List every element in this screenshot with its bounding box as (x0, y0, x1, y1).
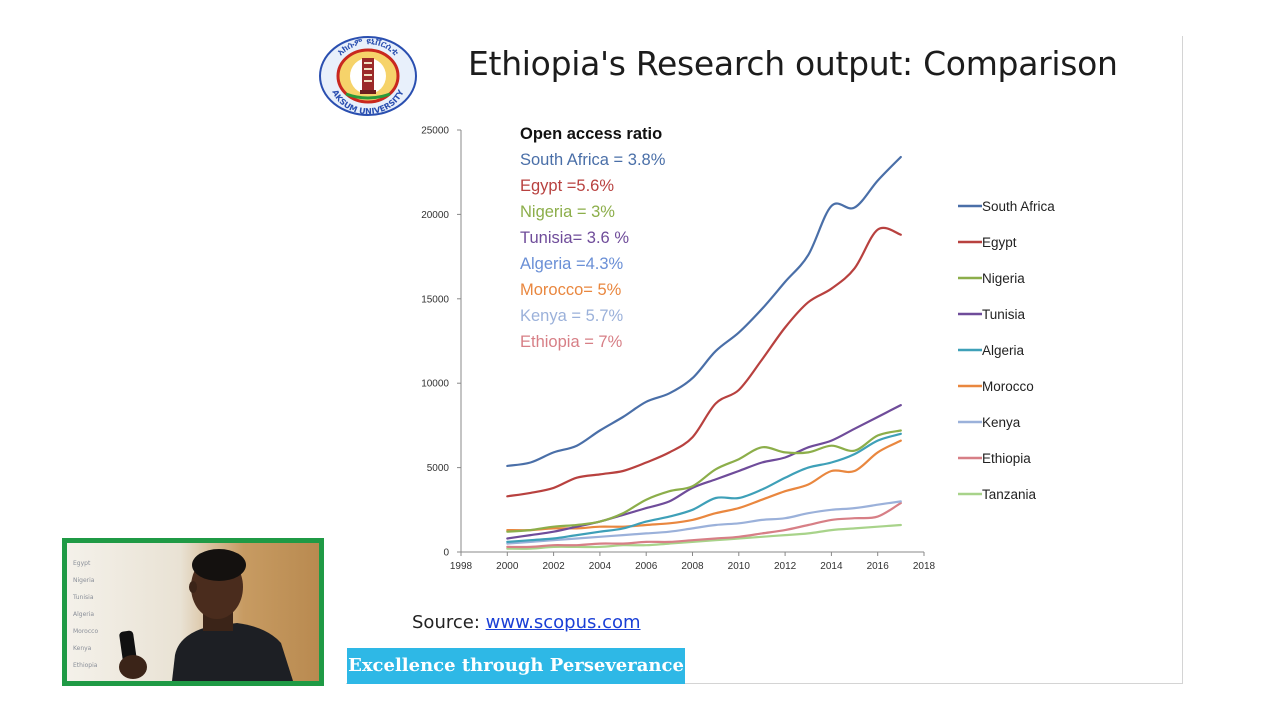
x-tick-label: 2004 (589, 561, 612, 572)
series-line-nigeria (506, 429, 902, 533)
x-tick-label: 1998 (450, 561, 473, 572)
series-line-algeria (506, 432, 902, 543)
series-line-ethiopia (506, 501, 902, 549)
whiteboard-line: Nigeria (73, 577, 95, 584)
y-tick-label: 5000 (427, 463, 450, 474)
annotation-open-access-ratio: South Africa = 3.8% (520, 151, 666, 169)
speaker-video-thumbnail[interactable]: Egypt Nigeria Tunisia Algeria Morocco Kenya Et… (62, 538, 324, 686)
series-line-south-africa (506, 155, 902, 467)
motto-banner: Excellence through Perseverance ! (347, 648, 685, 712)
legend-label-algeria: Algeria (982, 343, 1025, 358)
whiteboard-line: Algeria (73, 611, 94, 618)
series-line-tunisia (506, 404, 902, 540)
annotation-open-access-ratio: Kenya = 5.7% (520, 307, 624, 325)
y-tick-label: 20000 (421, 210, 449, 221)
y-tick-label: 15000 (421, 294, 449, 305)
annotation-open-access-ratio: Morocco= 5% (520, 281, 622, 299)
legend-label-tunisia: Tunisia (982, 307, 1026, 322)
whiteboard-line: Morocco (73, 628, 98, 635)
annotation-heading: Open access ratio (520, 125, 662, 143)
whiteboard-text: Egypt Nigeria Tunisia Algeria Morocco Kenya Et… (72, 560, 98, 669)
annotation-open-access-ratio: Algeria =4.3% (520, 255, 624, 273)
slide-edge (1182, 36, 1183, 684)
annotation-open-access-ratio: Tunisia= 3.6 % (520, 229, 629, 247)
whiteboard-line: Tunisia (72, 594, 94, 601)
source-label: Source: (412, 612, 480, 633)
x-tick-label: 2000 (496, 561, 519, 572)
source-link[interactable]: www.scopus.com (485, 612, 641, 633)
y-tick-label: 10000 (421, 379, 449, 390)
annotation-open-access-ratio: Egypt =5.6% (520, 177, 614, 195)
annotation-open-access-ratio: Nigeria = 3% (520, 203, 615, 221)
aksum-university-logo: አክሱም ዩኒቨርሲቲ AKSUM UNIVERSITY (318, 34, 418, 116)
x-tick-label: 2018 (913, 561, 936, 572)
legend-label-kenya: Kenya (982, 415, 1021, 430)
series-line-egypt (506, 226, 902, 498)
x-tick-label: 2008 (681, 561, 704, 572)
x-tick-label: 2016 (867, 561, 890, 572)
whiteboard-line: Ethiopia (73, 662, 98, 669)
series-line-kenya (506, 500, 902, 545)
x-tick-label: 2010 (728, 561, 751, 572)
speaker-jacket (172, 623, 293, 681)
speaker-video-frame: Egypt Nigeria Tunisia Algeria Morocco Kenya Et… (67, 543, 319, 681)
x-tick-label: 2006 (635, 561, 658, 572)
speaker-hand (119, 655, 147, 679)
slide-title: Ethiopia's Research output: Comparison (468, 44, 1118, 83)
series-line-tanzania (506, 523, 902, 550)
y-tick-label: 25000 (421, 126, 449, 137)
x-tick-label: 2012 (774, 561, 797, 572)
legend-label-morocco: Morocco (982, 379, 1034, 394)
whiteboard-line: Egypt (73, 560, 91, 567)
annotation-open-access-ratio: Ethiopia = 7% (520, 333, 623, 351)
legend-label-egypt: Egypt (982, 235, 1017, 250)
legend-label-nigeria: Nigeria (982, 271, 1025, 286)
series-line-morocco (506, 439, 902, 532)
slide-edge (346, 683, 1183, 684)
y-tick-label: 0 (443, 548, 449, 559)
x-tick-label: 2014 (820, 561, 843, 572)
legend-label-tanzania: Tanzania (982, 487, 1037, 502)
x-tick-label: 2002 (542, 561, 565, 572)
speaker-hair (192, 549, 246, 581)
legend-label-ethiopia: Ethiopia (982, 451, 1031, 466)
whiteboard-line: Kenya (73, 645, 92, 652)
legend-label-south-africa: South Africa (982, 199, 1055, 214)
source-line: Source: www.scopus.com (412, 612, 641, 633)
